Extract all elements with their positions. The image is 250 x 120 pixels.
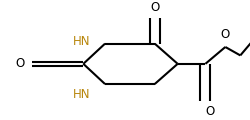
Text: O: O [205,105,214,118]
Text: O: O [16,57,25,70]
Text: HN: HN [72,88,90,101]
Text: HN: HN [72,35,90,48]
Text: O: O [220,28,229,41]
Text: O: O [150,1,159,14]
